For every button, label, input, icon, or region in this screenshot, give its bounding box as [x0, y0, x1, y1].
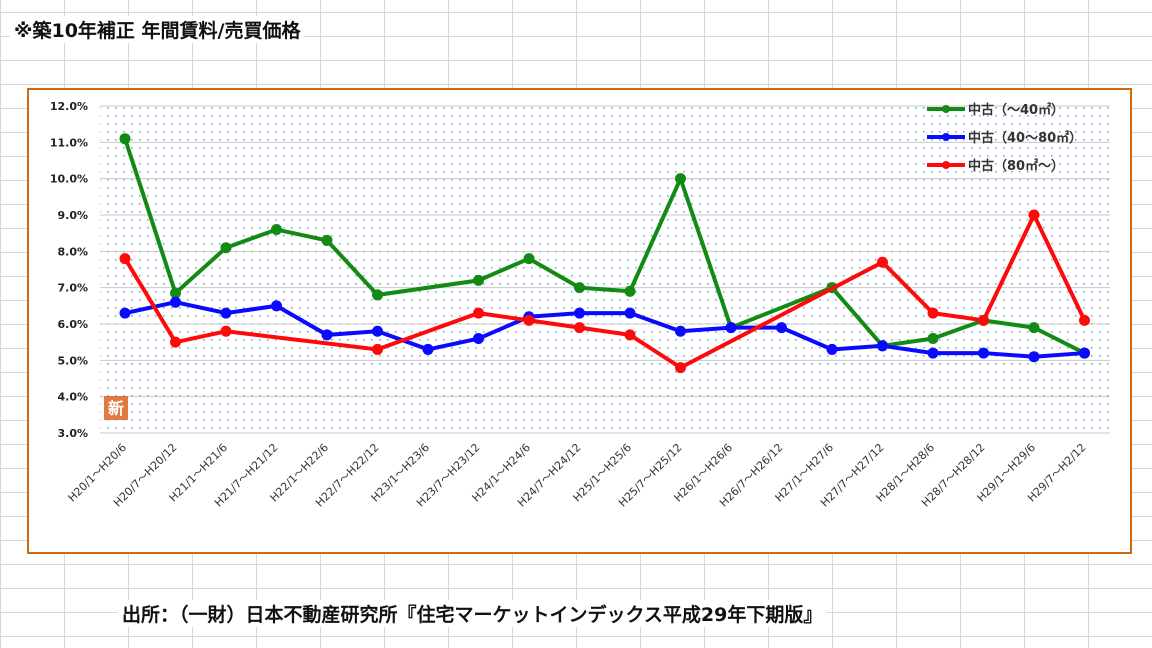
legend-marker — [942, 105, 950, 113]
data-point — [574, 282, 585, 294]
stamp-text: 新 — [108, 399, 124, 418]
data-point — [624, 329, 636, 341]
stamp-icon — [104, 396, 128, 420]
y-tick-label: 7.0% — [57, 282, 88, 295]
y-tick-label: 9.0% — [57, 209, 88, 222]
data-point — [220, 325, 232, 337]
data-point — [220, 242, 232, 254]
data-point — [927, 333, 939, 345]
data-point — [1079, 314, 1090, 326]
data-point — [574, 322, 585, 334]
data-point — [271, 300, 282, 312]
data-point — [877, 340, 888, 352]
y-tick-label: 6.0% — [57, 318, 88, 331]
series-line — [124, 300, 1085, 359]
page-title: ※築10年補正 年間賃料/売買価格 — [10, 16, 305, 43]
data-point — [372, 325, 383, 337]
data-point — [422, 343, 434, 355]
series-line — [123, 138, 1086, 355]
legend-marker — [942, 133, 950, 141]
data-point — [473, 307, 484, 319]
data-point — [574, 307, 585, 319]
y-tick-label: 3.0% — [57, 427, 88, 440]
data-point — [624, 285, 636, 297]
data-point — [978, 314, 989, 326]
data-point — [523, 314, 535, 326]
legend-label: 中古（～40㎡） — [968, 102, 1064, 118]
data-point — [321, 234, 333, 246]
data-point — [170, 296, 181, 308]
data-point — [170, 287, 181, 299]
data-point — [372, 289, 383, 301]
y-tick-label: 10.0% — [50, 173, 88, 186]
data-point — [523, 253, 535, 265]
legend-label: 中古（40～80㎡） — [968, 130, 1082, 146]
data-point — [372, 343, 383, 355]
data-point — [1028, 322, 1040, 334]
legend-label: 中古（80㎡～） — [968, 158, 1064, 174]
data-point — [776, 322, 787, 334]
data-point — [826, 343, 838, 355]
plot-area — [100, 106, 1110, 433]
data-point — [1028, 351, 1040, 363]
data-point — [1079, 347, 1090, 359]
data-point — [1028, 209, 1040, 221]
data-point — [877, 256, 888, 268]
data-point — [119, 133, 131, 145]
data-point — [170, 336, 181, 348]
y-tick-label: 4.0% — [57, 391, 88, 404]
data-point — [473, 274, 484, 286]
series-line — [123, 210, 1087, 370]
data-point — [927, 347, 939, 359]
data-point — [725, 322, 737, 334]
y-tick-label: 8.0% — [57, 245, 88, 258]
data-point — [473, 333, 484, 345]
data-point — [220, 307, 232, 319]
y-tick-label: 5.0% — [57, 354, 88, 367]
legend-marker — [942, 161, 950, 169]
y-tick-label: 11.0% — [50, 136, 88, 149]
data-point — [321, 329, 333, 341]
data-point — [675, 325, 686, 337]
data-point — [624, 307, 636, 319]
data-point — [675, 173, 686, 185]
data-point — [119, 307, 131, 319]
data-point — [675, 362, 686, 374]
data-point — [271, 224, 282, 236]
data-point — [119, 253, 131, 265]
data-point — [927, 307, 939, 319]
y-tick-label: 12.0% — [50, 100, 88, 113]
data-point — [978, 347, 989, 359]
source-note: 出所：（一財）日本不動産研究所『住宅マーケットインデックス平成29年下期版』 — [118, 600, 827, 627]
